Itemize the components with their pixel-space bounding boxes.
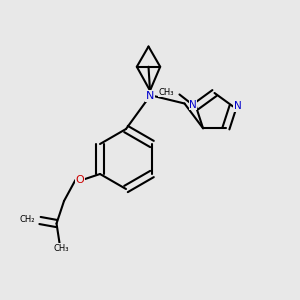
Text: CH₂: CH₂ [19, 215, 34, 224]
Text: CH₃: CH₃ [159, 88, 174, 97]
Text: O: O [75, 175, 84, 185]
Text: CH₃: CH₃ [53, 244, 69, 253]
Text: N: N [234, 101, 242, 112]
Text: N: N [189, 100, 197, 110]
Text: N: N [146, 91, 154, 101]
